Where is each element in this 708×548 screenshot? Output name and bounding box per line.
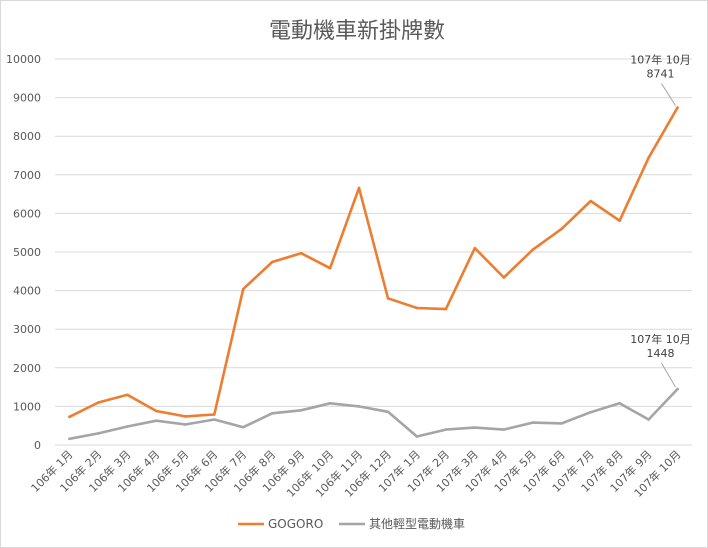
data-point [212,418,216,421]
data-point [676,106,679,109]
data-point [531,248,535,251]
data-point [328,402,332,405]
legend-label-1: 其他輕型電動機車 [369,516,465,531]
annotation-category: 107年 10月 [630,53,691,67]
data-point [560,422,564,425]
data-point [155,409,158,413]
data-point [444,307,448,311]
data-point [473,246,477,250]
data-point [241,287,245,291]
annotation-category: 107年 10月 [630,332,691,346]
series-line-1 [68,387,679,441]
y-tick-label: 6000 [13,207,41,220]
data-point [386,297,390,300]
data-point [415,435,419,438]
y-axis-ticks: 0 1000 2000 3000 4000 5000 6000 7000 8000 9000 100… [6,53,41,452]
data-point [502,276,506,279]
annotation-leader [661,83,676,106]
data-point [126,425,129,428]
data-point [97,401,100,404]
data-point [183,415,187,418]
y-tick-label: 4000 [13,285,41,298]
data-point [444,428,448,431]
y-tick-label: 2000 [13,362,41,375]
data-point [386,410,390,414]
data-point [589,410,592,414]
annotation-value: 1448 [647,347,675,360]
data-point [676,387,679,391]
data-point [415,306,419,310]
chart-title: 電動機車新掛牌數 [269,19,445,44]
annotation-value: 8741 [647,68,675,81]
y-tick-label: 8000 [13,130,41,143]
data-point [126,393,129,397]
data-point [473,426,477,429]
data-point [241,425,245,429]
y-tick-label: 5000 [13,246,41,259]
data-point [618,219,621,223]
series-line-0 [68,106,679,419]
data-point [589,199,592,203]
series-lines [68,106,679,441]
data-point [97,432,100,435]
data-point [212,413,216,416]
data-point [502,428,506,431]
data-point [357,186,361,190]
data-point [299,251,303,255]
y-tick-label: 1000 [13,400,41,413]
data-point [270,412,274,415]
data-point [68,415,71,419]
grid-lines [55,58,692,446]
data-point [155,419,158,422]
data-point [299,408,303,412]
data-point [618,402,621,405]
data-point [357,405,361,408]
data-point [531,421,535,424]
data-point [270,260,274,264]
data-point [647,156,650,160]
y-tick-label: 10000 [6,53,41,66]
y-tick-label: 9000 [13,92,41,105]
data-point [647,418,650,421]
legend: GOGORO 其他輕型電動機車 [238,516,465,531]
data-point [328,266,332,270]
data-point [183,423,187,426]
data-point [68,437,71,441]
y-tick-label: 7000 [13,169,41,182]
data-point [560,227,564,231]
y-tick-label: 3000 [13,323,41,336]
annotation-leader [661,362,676,388]
y-tick-label: 0 [34,439,41,452]
legend-label-0: GOGORO [268,517,323,531]
